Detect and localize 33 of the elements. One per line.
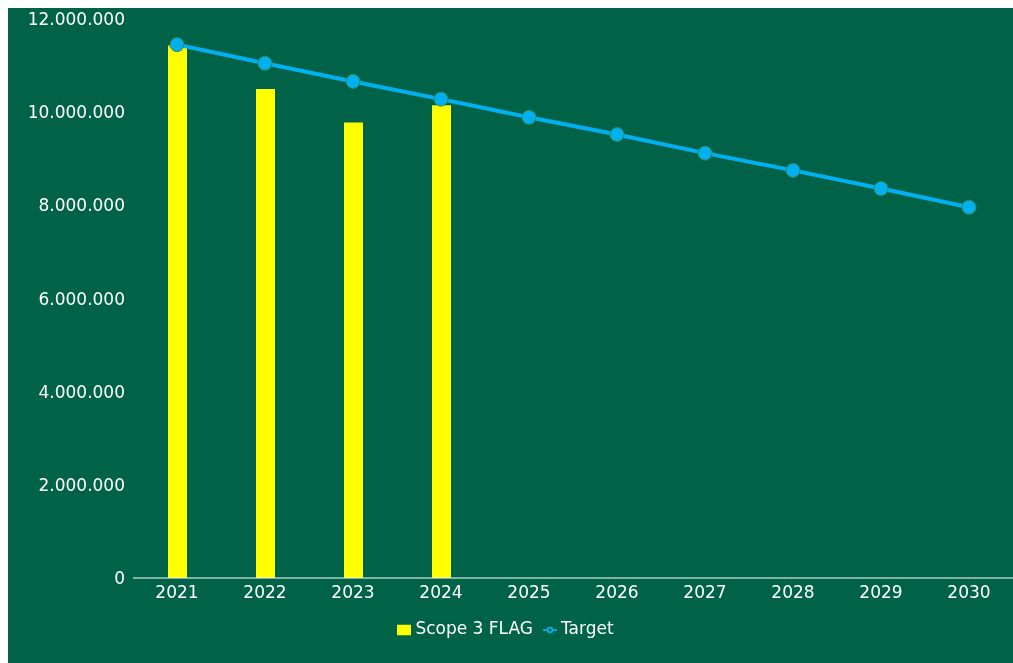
point bbox=[785, 162, 801, 178]
bar bbox=[256, 88, 275, 578]
x-tick-label: 2024 bbox=[419, 582, 463, 603]
y-tick-label: 12.000.000 bbox=[27, 9, 125, 30]
legend-label: Target bbox=[560, 618, 614, 638]
point bbox=[521, 109, 537, 125]
y-tick-label: 2.000.000 bbox=[38, 474, 125, 495]
point bbox=[169, 37, 185, 53]
bar bbox=[432, 105, 451, 578]
bar bbox=[168, 45, 187, 578]
x-tick-label: 2026 bbox=[595, 582, 639, 603]
point bbox=[345, 73, 361, 89]
y-tick-label: 8.000.000 bbox=[38, 195, 125, 216]
x-tick-label: 2023 bbox=[331, 582, 375, 603]
x-tick-label: 2030 bbox=[947, 582, 991, 603]
x-tick-label: 2022 bbox=[243, 582, 287, 603]
point bbox=[697, 145, 713, 161]
x-tick-label: 2027 bbox=[683, 582, 727, 603]
point bbox=[873, 181, 889, 197]
point bbox=[433, 91, 449, 107]
legend-label: Scope 3 FLAG bbox=[415, 618, 533, 638]
y-tick-label: 4.000.000 bbox=[38, 381, 125, 402]
point bbox=[961, 199, 977, 215]
bar bbox=[344, 122, 363, 578]
y-tick-label: 10.000.000 bbox=[27, 102, 125, 123]
x-tick-label: 2021 bbox=[155, 582, 199, 603]
point bbox=[257, 55, 273, 71]
y-tick-label: 6.000.000 bbox=[38, 288, 125, 309]
y-tick-label: 0 bbox=[114, 568, 125, 589]
x-tick-label: 2029 bbox=[859, 582, 903, 603]
x-tick-label: 2025 bbox=[507, 582, 551, 603]
x-tick-label: 2028 bbox=[771, 582, 815, 603]
point bbox=[609, 127, 625, 143]
